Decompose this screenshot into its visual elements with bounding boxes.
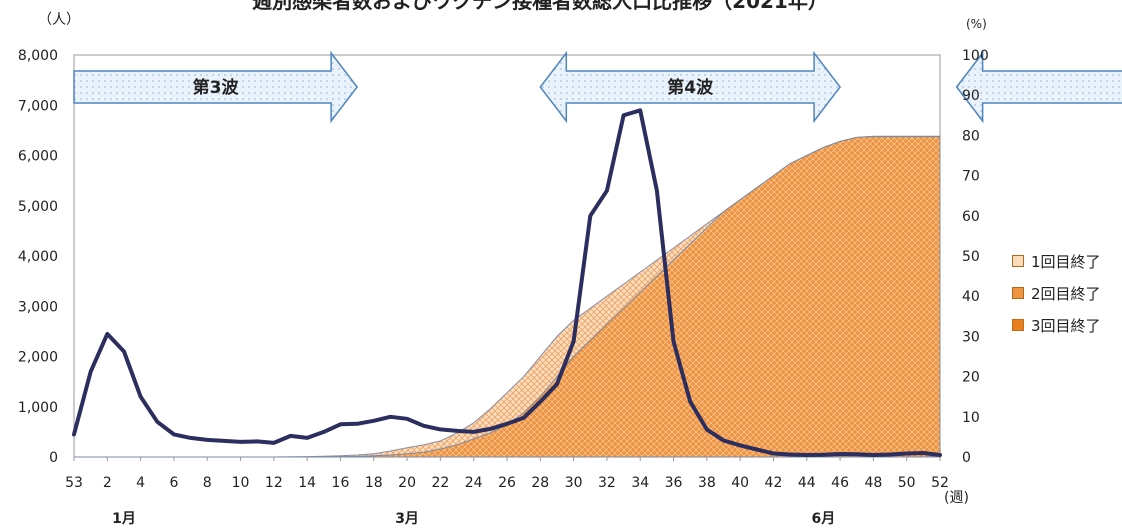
- x-tick-label: 48: [864, 475, 882, 491]
- wave-arrow: [955, 50, 1122, 124]
- x-tick-label: 16: [332, 475, 350, 491]
- x-tick-label: 6: [169, 475, 178, 491]
- y-left-tick-label: 4,000: [18, 249, 58, 265]
- y-right-tick-label: 30: [962, 329, 980, 345]
- x-tick-label: 42: [765, 475, 783, 491]
- y-right-tick-label: 50: [962, 249, 980, 265]
- y-left-tick-label: 7,000: [18, 98, 58, 114]
- x-unit: (週): [944, 490, 969, 506]
- x-tick-label: 36: [665, 475, 683, 491]
- cases-line: [72, 108, 942, 457]
- x-tick-label: 53: [65, 475, 83, 491]
- chart-title: 週別感染者数およびワクチン接種者数総人口比推移（2021年）: [252, 0, 828, 13]
- wave-arrow: [539, 50, 842, 124]
- x-tick-label: 34: [631, 475, 649, 491]
- legend-swatch-dose3: [1012, 319, 1024, 331]
- legend-label-dose1: 1回目終了: [1031, 252, 1101, 271]
- area-series: [74, 135, 941, 458]
- y-right-tick-label: 70: [962, 169, 980, 185]
- x-tick-label: 44: [798, 475, 816, 491]
- x-tick-label: 14: [298, 475, 316, 491]
- legend-item-dose2: 2回目終了: [1012, 277, 1101, 309]
- y-right-tick-label: 60: [962, 209, 980, 225]
- y-right-tick-label: 20: [962, 370, 980, 386]
- x-tick-label: 50: [898, 475, 916, 491]
- y-left-tick-label: 5,000: [18, 199, 58, 215]
- month-label: 3月: [395, 511, 419, 527]
- legend-label-dose3: 3回目終了: [1031, 316, 1101, 335]
- x-tick-label: 40: [731, 475, 749, 491]
- y-left-tick-label: 1,000: [18, 400, 58, 416]
- y-right-unit: (%): [966, 17, 987, 31]
- legend: 1回目終了 2回目終了 3回目終了: [1012, 245, 1101, 341]
- x-tick-label: 12: [265, 475, 283, 491]
- legend-item-dose3: 3回目終了: [1012, 309, 1101, 341]
- wave-arrows: 第3波第4波第5波: [73, 50, 1122, 124]
- y-right-tick-label: 80: [962, 128, 980, 144]
- x-tick-label: 8: [203, 475, 212, 491]
- area-3-dose: [74, 455, 941, 458]
- y-right-tick-label: 100: [962, 48, 989, 64]
- y-left-tick-label: 6,000: [18, 149, 58, 165]
- legend-label-dose2: 2回目終了: [1031, 284, 1101, 303]
- x-tick-label: 30: [565, 475, 583, 491]
- line-series: [72, 108, 942, 457]
- month-label: 6月: [812, 511, 836, 527]
- wave-label: 第3波: [193, 77, 240, 98]
- x-tick-label: 20: [398, 475, 416, 491]
- y-right-tick-label: 90: [962, 88, 980, 104]
- y-left-tick-label: 3,000: [18, 299, 58, 315]
- y-left-tick-label: 8,000: [18, 48, 58, 64]
- x-tick-label: 24: [465, 475, 483, 491]
- x-tick-label: 52: [931, 475, 949, 491]
- wave-arrow: [73, 50, 359, 124]
- axes: 8,000 7,000 6,000 5,000 4,000 3,000 2,000 1,000…: [18, 48, 989, 527]
- legend-swatch-dose1: [1012, 255, 1024, 267]
- x-tick-label: 2: [103, 475, 112, 491]
- x-tick-label: 22: [431, 475, 449, 491]
- x-tick-label: 46: [831, 475, 849, 491]
- x-tick-label: 18: [365, 475, 383, 491]
- legend-item-dose1: 1回目終了: [1012, 245, 1101, 277]
- y-left-tick-label: 2,000: [18, 350, 58, 366]
- y-left-unit: （人）: [38, 12, 80, 28]
- y-right-tick-label: 0: [962, 450, 971, 466]
- y-right-tick-label: 40: [962, 289, 980, 305]
- x-tick-label: 32: [598, 475, 616, 491]
- y-right-tick-label: 10: [962, 410, 980, 426]
- x-tick-label: 38: [698, 475, 716, 491]
- legend-swatch-dose2: [1012, 287, 1024, 299]
- wave-label: 第4波: [667, 77, 714, 98]
- x-tick-label: 26: [498, 475, 516, 491]
- month-label: 1月: [112, 511, 136, 527]
- x-tick-label: 28: [531, 475, 549, 491]
- x-tick-label: 4: [136, 475, 145, 491]
- x-tick-label: 10: [232, 475, 250, 491]
- y-left-tick-label: 0: [49, 450, 58, 466]
